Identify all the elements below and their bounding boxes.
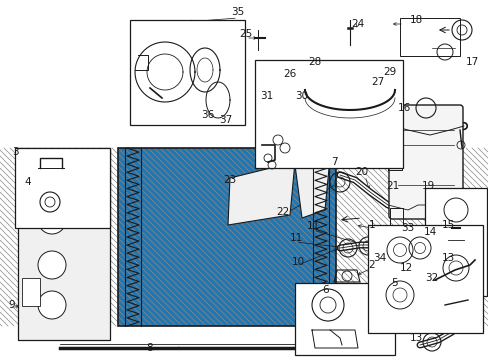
Bar	[22, 278, 40, 306]
Text: 15: 15	[441, 220, 454, 230]
Bar	[254, 60, 402, 168]
Text: 12: 12	[399, 263, 412, 273]
Text: 28: 28	[308, 57, 321, 67]
Text: 24: 24	[351, 19, 364, 29]
Text: 18: 18	[408, 15, 422, 25]
Circle shape	[38, 251, 66, 279]
Text: 17: 17	[465, 57, 478, 67]
Text: 21: 21	[386, 181, 399, 191]
Bar	[118, 148, 335, 326]
Text: 11: 11	[306, 221, 319, 231]
Text: 30: 30	[295, 91, 308, 101]
Text: 8: 8	[146, 343, 153, 353]
Bar	[367, 225, 482, 333]
Polygon shape	[227, 162, 294, 225]
Text: 27: 27	[370, 77, 384, 87]
Text: 7: 7	[330, 157, 337, 167]
Text: 22: 22	[276, 207, 289, 217]
Text: 37: 37	[219, 115, 232, 125]
Text: 32: 32	[425, 273, 438, 283]
Text: 6: 6	[322, 285, 328, 295]
Text: 2: 2	[368, 260, 375, 270]
Text: 19: 19	[421, 181, 434, 191]
Text: 36: 36	[201, 110, 214, 120]
Text: 33: 33	[401, 223, 414, 233]
Bar	[15, 148, 110, 228]
Bar	[389, 208, 402, 236]
Bar	[387, 138, 401, 170]
Text: 13: 13	[441, 253, 454, 263]
Text: 26: 26	[283, 69, 296, 79]
Text: 31: 31	[260, 91, 273, 101]
Text: 13: 13	[408, 333, 422, 343]
Polygon shape	[18, 148, 110, 340]
Circle shape	[38, 206, 66, 234]
Text: 16: 16	[397, 103, 410, 113]
Polygon shape	[294, 158, 329, 218]
Bar	[424, 188, 486, 296]
Text: 35: 35	[231, 7, 244, 17]
Bar	[130, 20, 244, 125]
Text: 11: 11	[289, 233, 302, 243]
Text: 29: 29	[383, 67, 396, 77]
Bar	[294, 283, 394, 355]
Text: 34: 34	[373, 253, 386, 263]
Text: 3: 3	[12, 147, 18, 157]
Text: 4: 4	[24, 177, 31, 187]
Circle shape	[38, 171, 66, 199]
Text: 5: 5	[390, 278, 397, 288]
Bar	[118, 148, 335, 326]
Text: 9: 9	[9, 300, 15, 310]
Bar	[399, 18, 459, 56]
Text: 10: 10	[291, 257, 304, 267]
Circle shape	[38, 291, 66, 319]
FancyBboxPatch shape	[388, 105, 462, 219]
Text: 25: 25	[239, 29, 252, 39]
Text: 14: 14	[423, 227, 436, 237]
Text: 20: 20	[355, 167, 368, 177]
Text: 23: 23	[223, 175, 236, 185]
Text: 1: 1	[368, 220, 375, 230]
